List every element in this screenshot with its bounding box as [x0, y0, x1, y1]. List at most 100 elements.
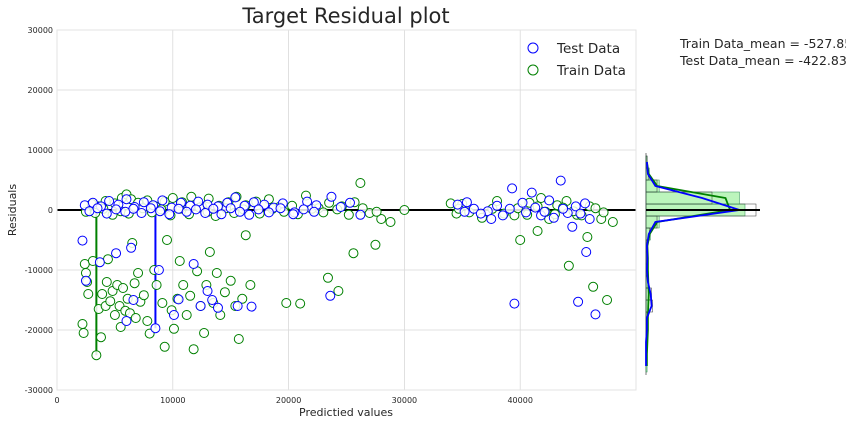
legend-label-test: Test Data — [556, 41, 620, 57]
data-point — [200, 208, 211, 218]
data-point — [129, 278, 140, 289]
y-tick-label: -30000 — [25, 386, 53, 395]
data-point — [97, 289, 108, 299]
data-point — [288, 209, 299, 220]
data-point — [105, 296, 116, 307]
chart-title: Target Residual plot — [241, 4, 449, 28]
data-point — [188, 259, 199, 269]
data-point — [94, 257, 105, 268]
data-point — [475, 208, 486, 219]
data-point — [121, 316, 132, 326]
data-point — [109, 310, 120, 320]
legend-label-train: Train Data — [556, 63, 626, 79]
data-point — [157, 195, 168, 206]
data-point — [497, 210, 508, 221]
data-point — [240, 230, 251, 241]
axis-ticks: 0 10000 20000 30000 40000 -30000 -20000 -10000 0… — [25, 26, 533, 405]
data-point — [370, 239, 381, 250]
data-point — [509, 298, 520, 309]
data-point — [212, 302, 223, 313]
data-point — [575, 208, 586, 219]
data-point — [590, 203, 601, 214]
y-tick-label: 30000 — [28, 26, 53, 35]
data-point — [104, 196, 115, 206]
data-point — [385, 217, 396, 227]
data-point — [468, 203, 479, 214]
data-point — [507, 183, 518, 194]
legend: Test Data Train Data — [527, 41, 626, 79]
data-point — [190, 204, 201, 215]
data-point — [520, 207, 531, 218]
data-point — [167, 193, 178, 203]
x-tick-label: 20000 — [276, 396, 301, 405]
x-tick-label: 30000 — [392, 396, 417, 405]
data-point — [83, 289, 94, 299]
data-point — [168, 310, 179, 320]
data-point — [580, 198, 591, 209]
data-point — [590, 309, 601, 320]
data-point — [322, 272, 333, 283]
data-point — [128, 295, 139, 305]
y-tick-label: 20000 — [28, 86, 53, 95]
data-point — [77, 235, 88, 246]
data-point — [548, 212, 559, 223]
data-point — [128, 203, 139, 214]
data-point — [244, 209, 255, 220]
data-point — [136, 208, 147, 218]
x-tick-label: 0 — [54, 396, 59, 405]
data-point — [309, 206, 320, 217]
data-point — [237, 293, 248, 304]
data-point — [232, 301, 243, 311]
data-point — [101, 277, 112, 287]
y-tick-label: 10000 — [28, 146, 53, 155]
data-point — [539, 206, 550, 217]
data-point — [570, 201, 581, 212]
data-point — [563, 260, 574, 271]
plot-frame — [56, 29, 637, 391]
legend-marker-test — [527, 42, 539, 54]
residual-distribution — [645, 153, 760, 375]
data-point — [582, 232, 593, 242]
data-point — [588, 281, 599, 292]
data-point — [91, 350, 102, 361]
data-point — [199, 328, 210, 338]
data-point — [181, 206, 192, 217]
data-point — [225, 275, 236, 286]
data-point — [202, 286, 213, 296]
data-point — [325, 290, 336, 301]
data-point — [101, 208, 112, 219]
data-point — [115, 322, 126, 332]
data-point — [245, 280, 256, 290]
data-point — [173, 294, 184, 305]
test-mean-annotation: Test Data_mean = -422.83 — [679, 53, 846, 68]
data-point — [371, 206, 382, 217]
y-tick-label: 0 — [48, 206, 53, 215]
data-point — [326, 191, 337, 202]
data-point — [234, 206, 245, 217]
data-point — [178, 280, 189, 290]
data-point — [318, 207, 329, 218]
data-point — [153, 265, 164, 275]
data-point — [558, 203, 569, 214]
data-point — [155, 206, 166, 217]
data-point — [581, 247, 592, 257]
data-point — [111, 204, 122, 215]
data-point — [188, 344, 199, 355]
data-point — [275, 203, 286, 214]
data-point — [185, 290, 196, 301]
data-point — [298, 204, 309, 215]
data-point — [517, 197, 528, 208]
data-point — [111, 248, 122, 259]
data-point — [530, 202, 541, 213]
data-point — [225, 203, 236, 214]
data-point — [195, 301, 206, 311]
data-point — [526, 187, 537, 198]
y-tick-label: -20000 — [25, 326, 53, 335]
data-point — [399, 205, 410, 215]
data-point — [133, 268, 144, 278]
data-point — [96, 332, 107, 343]
data-point — [121, 194, 132, 205]
data-point — [248, 197, 259, 208]
data-point — [150, 323, 161, 334]
